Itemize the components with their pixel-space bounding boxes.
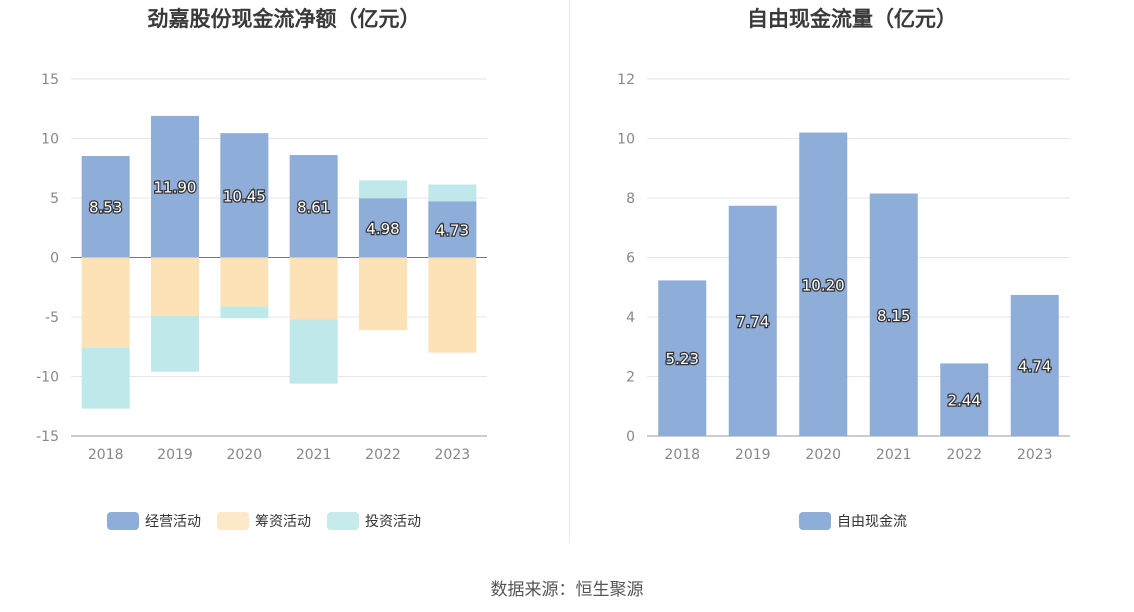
y-tick-label: 6 — [626, 251, 635, 267]
bar — [151, 315, 199, 372]
bar — [728, 205, 777, 436]
x-tick-label: 2021 — [296, 447, 332, 463]
bar — [658, 280, 707, 436]
x-tick-label: 2018 — [88, 447, 124, 463]
bar — [220, 257, 269, 307]
y-tick-label: -5 — [45, 310, 59, 326]
y-tick-label: -10 — [36, 370, 59, 386]
data-label: 11.90 — [154, 179, 197, 197]
legend-item-free-cashflow[interactable]: 自由现金流 — [799, 511, 907, 531]
chart-title: 劲嘉股份现金流净额（亿元） — [147, 7, 421, 31]
x-tick-label: 2022 — [946, 447, 982, 463]
y-tick-label: 12 — [617, 72, 635, 88]
x-tick-label: 2021 — [876, 447, 912, 463]
legend-item-operating[interactable]: 经营活动 — [107, 511, 201, 531]
data-label: 7.74 — [736, 313, 769, 331]
bar — [220, 133, 269, 258]
data-label: 2.44 — [948, 392, 981, 410]
net-cashflow-chart: 15 10 5 0 -5 -10 -15 2018 2019 2020 2021 2022 2023 8.… — [36, 72, 487, 463]
legend-item-financing[interactable]: 筹资活动 — [217, 511, 311, 531]
free-cashflow-chart-panel: 自由现金流量（亿元） 12 10 8 6 4 2 0 2018 2019 2020 2021 2022… — [570, 0, 1134, 545]
bar — [81, 347, 130, 409]
data-label: 8.15 — [877, 307, 910, 325]
legend-swatch — [799, 512, 831, 530]
data-label: 8.61 — [297, 198, 330, 216]
bar — [869, 193, 918, 436]
panel-divider — [569, 0, 570, 543]
legend-label: 筹资活动 — [255, 514, 311, 530]
legend-swatch — [327, 512, 359, 530]
net-cashflow-chart-panel: 劲嘉股份现金流净额（亿元） 15 10 5 0 -5 -10 -15 2018 2019 2020… — [0, 0, 568, 545]
bar — [151, 115, 199, 258]
bar — [81, 155, 130, 258]
x-tick-label: 2023 — [1017, 447, 1053, 463]
y-tick-label: 2 — [626, 370, 635, 386]
bar — [359, 198, 407, 258]
legend-item-investing[interactable]: 投资活动 — [327, 511, 421, 531]
bar — [289, 155, 338, 258]
legend-label: 经营活动 — [145, 514, 201, 530]
data-label: 10.45 — [223, 187, 266, 205]
data-label: 4.73 — [436, 221, 469, 239]
bar — [940, 363, 989, 436]
bar — [428, 201, 477, 258]
x-tick-label: 2023 — [435, 447, 471, 463]
y-tick-label: 4 — [626, 310, 635, 326]
bar — [1010, 294, 1059, 436]
legend: 经营活动 筹资活动 投资活动 — [107, 511, 421, 531]
legend-swatch — [217, 512, 249, 530]
legend: 自由现金流 — [799, 511, 907, 531]
legend-label: 投资活动 — [365, 514, 421, 530]
bar — [428, 257, 477, 353]
bar — [428, 184, 477, 202]
bar — [359, 180, 407, 199]
data-label: 8.53 — [89, 199, 122, 217]
y-tick-label: 0 — [50, 251, 59, 267]
bar — [799, 132, 848, 437]
free-cashflow-chart: 12 10 8 6 4 2 0 2018 2019 2020 2021 2022 2023 5.23 7.7… — [617, 72, 1070, 463]
x-tick-label: 2022 — [365, 447, 401, 463]
y-tick-label: 8 — [626, 191, 635, 207]
y-tick-label: 0 — [626, 429, 635, 445]
bar — [220, 306, 269, 319]
y-tick-label: 10 — [617, 132, 635, 148]
y-tick-label: 15 — [41, 72, 59, 88]
bar — [81, 257, 130, 348]
data-label: 10.20 — [802, 276, 845, 294]
x-tick-label: 2019 — [157, 447, 193, 463]
bar — [289, 257, 338, 320]
bar — [359, 257, 407, 331]
y-tick-label: -15 — [36, 429, 59, 445]
x-tick-label: 2018 — [664, 447, 700, 463]
bar — [151, 257, 199, 316]
x-tick-label: 2020 — [227, 447, 263, 463]
legend-swatch — [107, 512, 139, 530]
data-label: 4.74 — [1018, 357, 1051, 375]
bar — [289, 319, 338, 384]
x-tick-label: 2020 — [805, 447, 841, 463]
data-label: 4.98 — [366, 220, 399, 238]
legend-label: 自由现金流 — [837, 514, 907, 530]
y-tick-label: 5 — [50, 191, 59, 207]
chart-title: 自由现金流量（亿元） — [747, 7, 957, 31]
data-source-note: 数据来源：恒生聚源 — [490, 580, 644, 600]
data-label: 5.23 — [666, 350, 699, 368]
y-tick-label: 10 — [41, 132, 59, 148]
x-tick-label: 2019 — [735, 447, 771, 463]
